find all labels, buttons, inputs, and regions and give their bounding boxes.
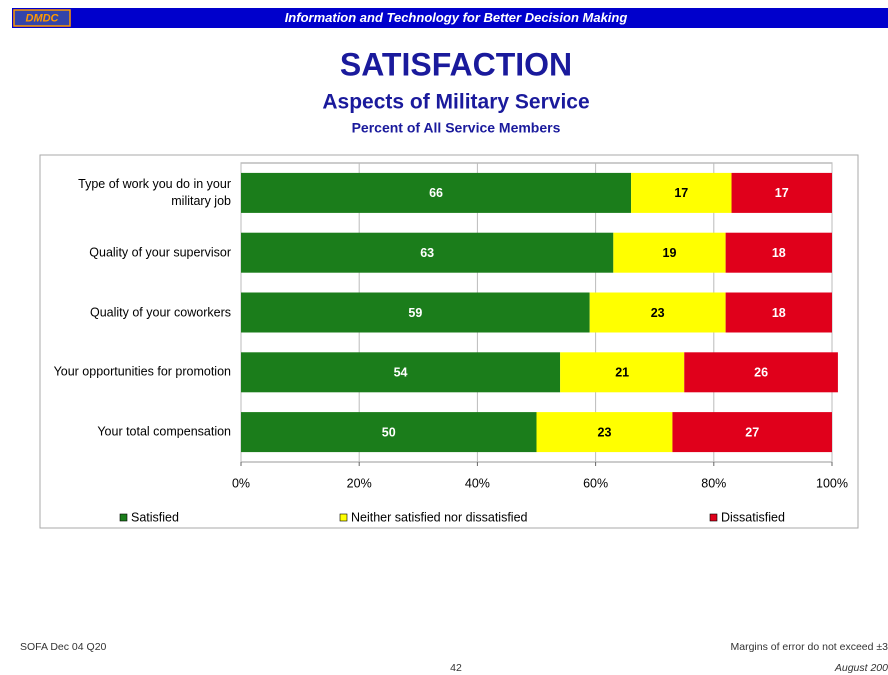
data-label: 23 (651, 306, 665, 320)
bar-segment (672, 412, 832, 453)
bar-segment (725, 292, 832, 333)
data-label: 18 (772, 306, 786, 320)
logo: DMDC (26, 12, 60, 24)
category-label: Your opportunities for promotion (53, 364, 231, 379)
footer-date: August 200 (834, 662, 888, 674)
data-label: 63 (420, 246, 434, 260)
footer-source: SOFA Dec 04 Q20 (20, 641, 107, 653)
category-label: Quality of your coworkers (89, 305, 231, 319)
data-label: 23 (598, 425, 612, 439)
legend-swatch (119, 513, 128, 522)
x-tick-label: 100% (816, 476, 848, 490)
banner: Information and Technology for Better De… (285, 10, 628, 25)
category-label: Type of work you do in your military job (78, 176, 231, 208)
x-tick-label: 0% (232, 476, 250, 490)
data-label: 17 (775, 186, 789, 200)
bar-segment (631, 172, 732, 213)
bar-segment (613, 232, 726, 273)
data-label: 66 (429, 186, 443, 200)
bar-segment (684, 352, 838, 393)
data-label: 17 (674, 186, 688, 200)
x-tick-label: 60% (583, 476, 608, 490)
data-label: 21 (615, 366, 629, 380)
bar-segment (241, 172, 632, 213)
chart-title: SATISFACTION (340, 46, 572, 82)
chart-caption: Percent of All Service Members (352, 120, 561, 136)
footer-note: Margins of error do not exceed ±3 (730, 641, 888, 653)
legend-swatch (709, 513, 718, 522)
legend-label: Dissatisfied (721, 510, 785, 524)
x-tick-label: 40% (465, 476, 490, 490)
category-label: Quality of your supervisor (89, 245, 231, 260)
bar-segment (241, 352, 561, 393)
data-label: 26 (754, 366, 768, 380)
bar-segment (725, 232, 832, 273)
data-label: 50 (382, 425, 396, 439)
legend-label: Neither satisfied nor dissatisfied (351, 510, 528, 524)
page-number: 42 (450, 662, 462, 674)
data-label: 59 (408, 306, 422, 320)
data-label: 27 (745, 425, 759, 439)
logo-box (13, 9, 71, 27)
category-label: Your total compensation (97, 424, 231, 439)
bar-segment (241, 412, 537, 453)
bar-segment (560, 352, 685, 393)
data-label: 54 (394, 366, 408, 380)
bar-segment (731, 172, 832, 213)
legend-label: Satisfied (131, 510, 179, 524)
x-tick-label: 20% (347, 476, 372, 490)
chart-subtitle: Aspects of Military Service (322, 91, 589, 114)
x-tick-label: 80% (701, 476, 726, 490)
bar-segment (589, 292, 726, 333)
legend-swatch (339, 513, 348, 522)
header-bar (12, 8, 888, 28)
bar-segment (241, 232, 614, 273)
data-label: 18 (772, 246, 786, 260)
chart-frame (39, 154, 859, 529)
data-label: 19 (663, 246, 677, 260)
bar-segment (536, 412, 673, 453)
bar-segment (241, 292, 590, 333)
